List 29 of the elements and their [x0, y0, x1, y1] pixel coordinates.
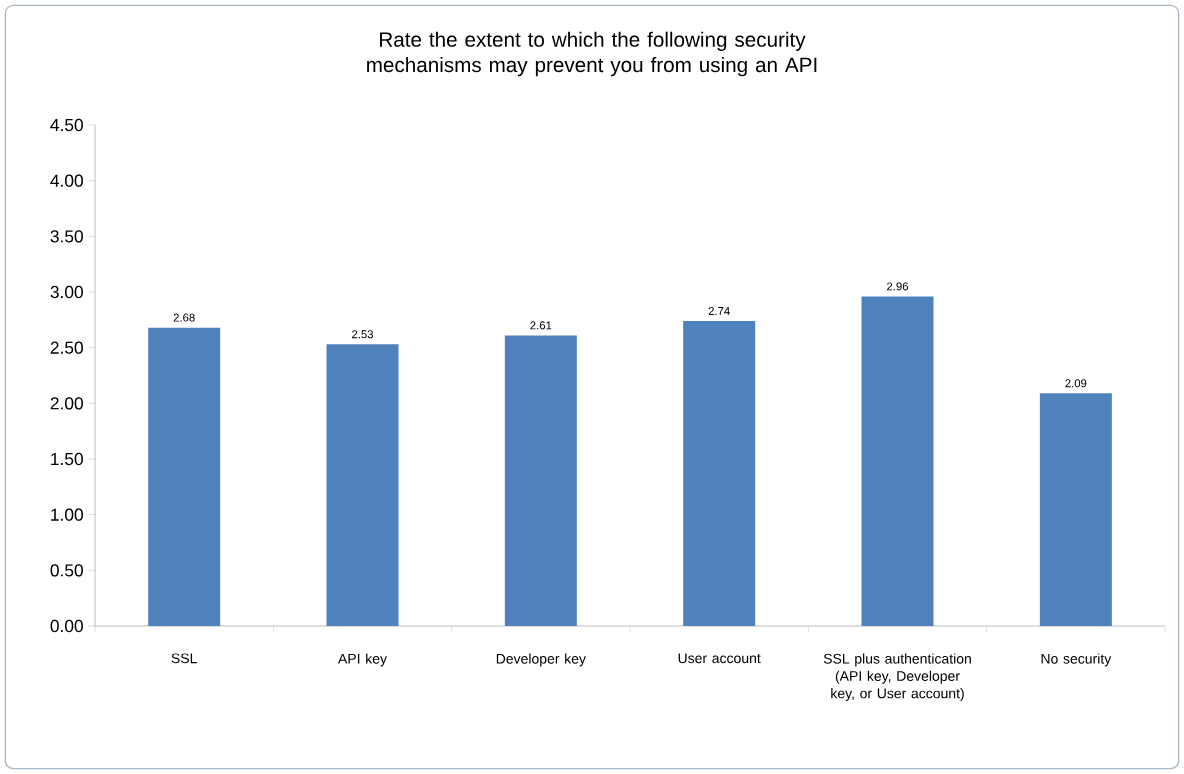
data-label: 2.68 — [173, 313, 195, 322]
bar — [683, 320, 756, 626]
y-tick-label: 2.50 — [50, 341, 83, 354]
y-tick-label: 4.50 — [50, 118, 83, 132]
data-label: 2.96 — [887, 282, 909, 291]
bar — [504, 335, 577, 626]
y-tick-label: 1.50 — [51, 452, 83, 466]
bar — [148, 327, 221, 626]
y-tick-label: 1.00 — [51, 508, 83, 521]
chart-title: Rate the extent to which the following security mechanisms may prevent you from using an API — [367, 31, 817, 77]
data-label: 2.53 — [352, 330, 374, 339]
bar — [1039, 393, 1112, 626]
y-tick-label: 0.50 — [50, 564, 83, 577]
y-tick-label: 2.00 — [50, 397, 83, 410]
bar — [326, 344, 399, 626]
bar — [861, 296, 934, 626]
y-tick-label: 3.50 — [50, 230, 83, 243]
x-tick-label: SSL plus authentication (API key, Developer key, or User account) — [823, 653, 971, 702]
x-tick-label: User account — [678, 653, 761, 664]
x-tick-label: No security — [1041, 653, 1112, 667]
data-label: 2.61 — [530, 321, 552, 330]
data-label: 2.74 — [708, 307, 730, 315]
y-tick-label: 0.00 — [50, 619, 83, 633]
y-tick-label: 4.00 — [50, 174, 83, 187]
x-tick-label: API key — [338, 653, 387, 667]
x-tick-label: SSL — [171, 653, 197, 664]
y-tick-label: 3.00 — [50, 285, 83, 299]
x-tick-label: Developer key — [496, 653, 586, 667]
data-label: 2.09 — [1065, 379, 1087, 388]
